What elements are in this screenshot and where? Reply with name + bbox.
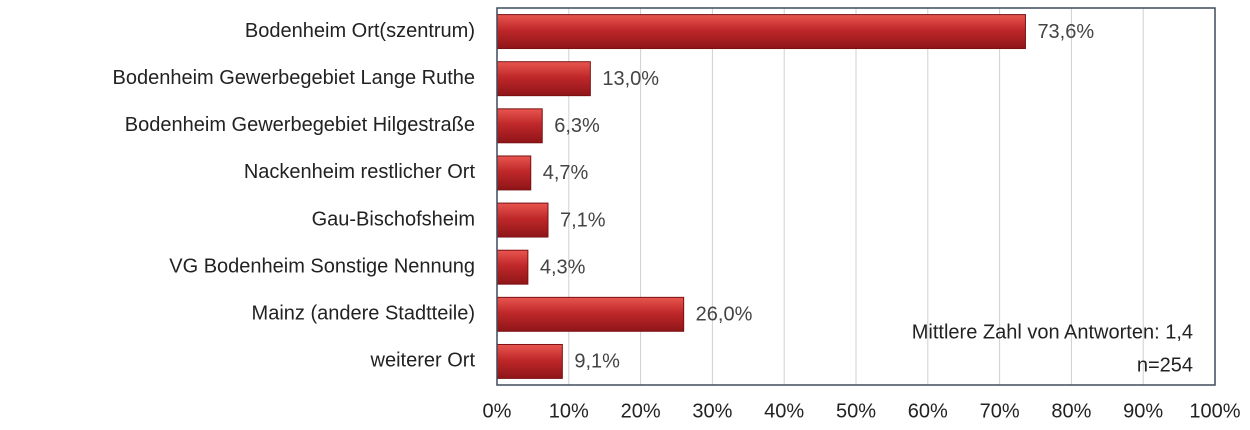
x-tick-label: 10%	[549, 400, 589, 422]
bar	[496, 14, 1026, 50]
y-tick-label: Bodenheim Gewerbegebiet Hilgestraße	[125, 114, 475, 136]
y-tick-label: Gau-Bischofsheim	[312, 208, 475, 230]
x-tick-label: 20%	[621, 400, 661, 422]
value-label: 9,1%	[574, 351, 620, 373]
x-tick-label: 80%	[1051, 400, 1091, 422]
y-tick-label: Nackenheim restlicher Ort	[244, 161, 476, 183]
bar	[496, 343, 563, 379]
x-tick-label: 90%	[1123, 400, 1163, 422]
x-tick-label: 30%	[692, 400, 732, 422]
annotation: n=254	[1137, 354, 1193, 376]
value-label: 4,3%	[540, 256, 586, 278]
bar	[496, 202, 549, 238]
y-tick-label: weiterer Ort	[370, 350, 476, 372]
value-label: 73,6%	[1037, 21, 1094, 43]
bar	[496, 61, 591, 97]
bar	[496, 108, 543, 144]
annotation: Mittlere Zahl von Antworten: 1,4	[912, 321, 1193, 343]
value-label: 13,0%	[602, 68, 659, 90]
y-tick-label: Mainz (andere Stadtteile)	[252, 303, 475, 325]
value-label: 26,0%	[696, 304, 753, 326]
value-label: 4,7%	[543, 162, 589, 184]
y-tick-label: VG Bodenheim Sonstige Nennung	[169, 255, 475, 277]
value-label: 6,3%	[554, 115, 600, 137]
x-tick-label: 40%	[764, 400, 804, 422]
x-tick-label: 0%	[483, 400, 512, 422]
bar	[496, 249, 529, 285]
x-tick-label: 60%	[908, 400, 948, 422]
x-tick-label: 70%	[980, 400, 1020, 422]
labels: 0% 10% 20% 30% 40% 50% 60% 70% 80% 90% 100% Bodenhe…	[113, 20, 1241, 422]
plot-frame	[496, 7, 1216, 386]
value-label: 7,1%	[560, 209, 606, 231]
y-tick-label: Bodenheim Ort(szentrum)	[245, 20, 475, 42]
y-tick-label: Bodenheim Gewerbegebiet Lange Ruthe	[113, 67, 475, 89]
bar	[496, 155, 532, 191]
x-tick-label: 50%	[836, 400, 876, 422]
x-tick-label: 100%	[1189, 400, 1240, 422]
bar	[496, 296, 685, 332]
